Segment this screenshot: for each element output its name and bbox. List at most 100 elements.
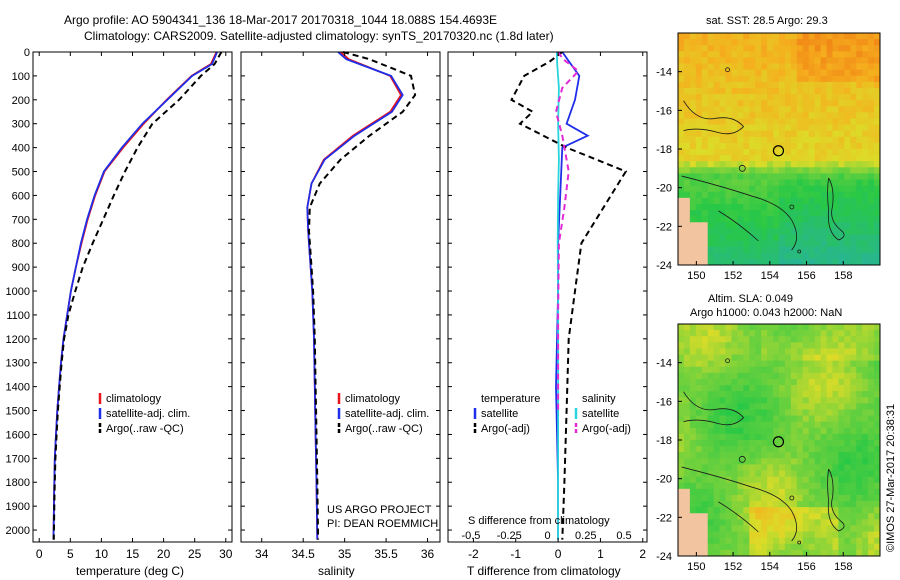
heatmap-cell: [743, 537, 750, 545]
heatmap-cell: [790, 531, 798, 539]
heatmap-cell: [689, 440, 697, 447]
heatmap-cell: [820, 173, 827, 180]
heatmap-cell: [725, 45, 732, 52]
heatmap-cell: [761, 234, 768, 241]
heatmap-cell: [773, 519, 780, 526]
heatmap-cell: [749, 354, 756, 362]
heatmap-cell: [731, 240, 738, 248]
heatmap-cell: [767, 87, 774, 95]
heatmap-cell: [713, 94, 720, 101]
heatmap-cell: [802, 69, 810, 77]
heatmap-cell: [713, 494, 720, 502]
heatmap-cell: [737, 543, 744, 551]
heatmap-cell: [731, 39, 738, 46]
heatmap-cell: [749, 391, 756, 398]
heatmap-cell: [731, 130, 738, 138]
heatmap-cell: [832, 446, 839, 453]
sla-heatmap-cells: [678, 324, 881, 557]
heatmap-cell: [743, 470, 750, 478]
heatmap-cell: [790, 94, 798, 101]
heatmap-cell: [767, 33, 774, 40]
heatmap-cell: [749, 258, 756, 266]
heatmap-cell: [844, 234, 851, 241]
heatmap-cell: [856, 427, 863, 435]
heatmap-cell: [737, 354, 744, 362]
heatmap-cell: [784, 330, 792, 337]
heatmap-cell: [796, 252, 804, 260]
heatmap-cell: [796, 240, 804, 248]
heatmap-cell: [767, 124, 774, 132]
heatmap-cell: [695, 210, 703, 217]
heatmap-cell: [731, 531, 738, 539]
heatmap-cell: [755, 507, 762, 514]
heatmap-cell: [802, 348, 810, 355]
heatmap-cell: [743, 476, 750, 484]
heatmap-cell: [719, 446, 726, 453]
salinity-series-0-line: [306, 51, 403, 540]
heatmap-cell: [790, 106, 798, 113]
heatmap-cell: [814, 252, 821, 260]
heatmap-cell: [862, 531, 869, 539]
heatmap-cell: [725, 409, 732, 416]
heatmap-cell: [701, 549, 709, 557]
heatmap-cell: [749, 476, 756, 484]
heatmap-cell: [826, 324, 833, 331]
heatmap-cell: [761, 342, 768, 349]
heatmap-cell: [874, 234, 881, 241]
heatmap-cell: [689, 342, 697, 349]
heatmap-cell: [725, 415, 732, 423]
heatmap-cell: [862, 33, 869, 40]
heatmap-cell: [808, 155, 816, 162]
heatmap-cell: [862, 409, 869, 416]
heatmap-cell: [790, 149, 798, 156]
heatmap-cell: [820, 549, 827, 557]
heatmap-cell: [862, 57, 869, 64]
heatmap-cell: [725, 203, 732, 211]
heatmap-cell: [802, 81, 810, 89]
heatmap-cell: [820, 155, 827, 162]
heatmap-cell: [689, 234, 697, 241]
heatmap-cell: [678, 179, 685, 187]
heatmap-cell: [707, 446, 715, 453]
heatmap-cell: [701, 488, 709, 496]
heatmap-cell: [755, 525, 762, 532]
heatmap-cell: [701, 342, 709, 349]
heatmap-cell: [862, 185, 869, 193]
heatmap-cell: [814, 342, 821, 349]
heatmap-cell: [790, 482, 798, 490]
heatmap-cell: [832, 342, 839, 349]
heatmap-cell: [737, 149, 744, 156]
heatmap-cell: [755, 342, 762, 349]
heatmap-cell: [713, 366, 720, 374]
heatmap-cell: [779, 421, 786, 429]
heatmap-cell: [784, 179, 792, 187]
heatmap-cell: [850, 330, 857, 337]
heatmap-cell: [814, 360, 821, 368]
heatmap-cell: [808, 525, 816, 532]
heatmap-cell: [808, 240, 816, 248]
differences-xtick-label: -1: [510, 547, 521, 561]
heatmap-cell: [713, 360, 720, 368]
heatmap-cell: [838, 403, 845, 410]
heatmap-cell: [802, 470, 810, 478]
heatmap-cell: [856, 57, 863, 64]
heatmap-cell: [784, 519, 792, 526]
heatmap-cell: [784, 246, 792, 254]
heatmap-cell: [737, 33, 744, 40]
heatmap-cell: [874, 45, 881, 52]
heatmap-cell: [689, 397, 697, 404]
heatmap-cell: [743, 69, 750, 77]
heatmap-cell: [743, 124, 750, 132]
heatmap-cell: [761, 366, 768, 374]
heatmap-cell: [737, 81, 744, 89]
heatmap-cell: [773, 118, 780, 125]
heatmap-cell: [731, 51, 738, 58]
temperature-xtick-label: 10: [95, 547, 109, 561]
heatmap-cell: [844, 397, 851, 404]
heatmap-cell: [790, 69, 798, 77]
heatmap-cell: [802, 415, 810, 423]
heatmap-cell: [773, 240, 780, 248]
heatmap-cell: [731, 421, 738, 429]
heatmap-cell: [838, 69, 845, 77]
heatmap-cell: [678, 216, 685, 223]
